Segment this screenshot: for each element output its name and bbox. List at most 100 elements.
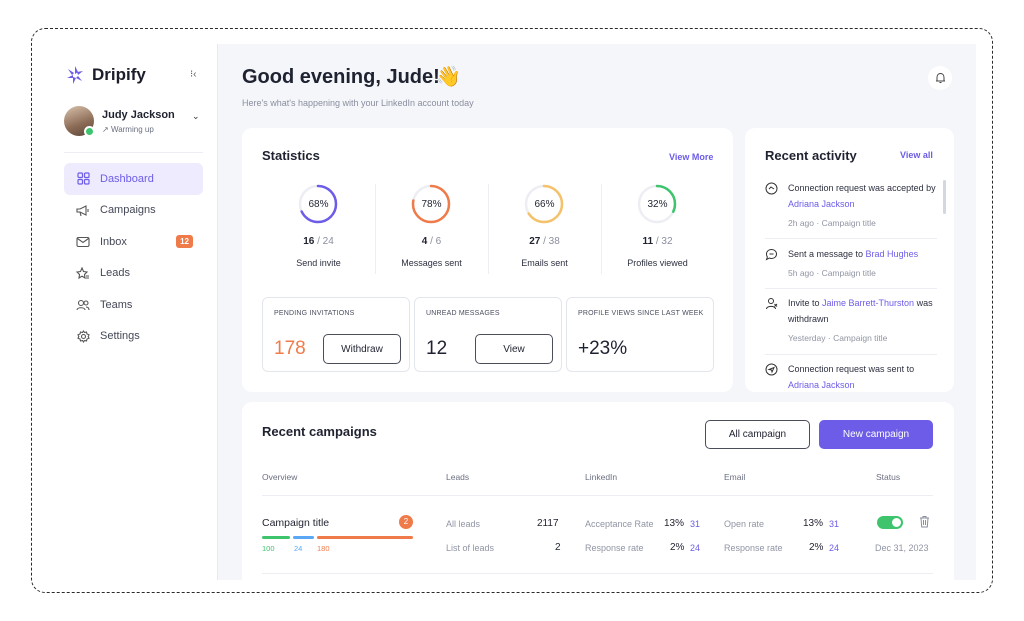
stat-done: 16 bbox=[303, 236, 315, 247]
stat-divider bbox=[375, 184, 376, 274]
activity-contact-link[interactable]: Brad Hughes bbox=[865, 249, 919, 259]
sidebar-item-label: Dashboard bbox=[100, 172, 154, 185]
collapse-sidebar-icon[interactable]: ⁝‹ bbox=[190, 69, 197, 80]
chevron-down-icon[interactable]: ⌄ bbox=[192, 111, 200, 121]
stat-count: 11 / 32 bbox=[601, 236, 714, 247]
activity-message: Connection request was accepted by bbox=[788, 183, 936, 193]
activity-campaign: Campaign title bbox=[821, 268, 876, 278]
send-request-icon bbox=[765, 363, 778, 376]
bar-value-orange: 180 bbox=[317, 544, 330, 553]
all-leads-label: All leads bbox=[446, 519, 481, 529]
app-window: Dripify ⁝‹ Judy Jackson ↗ Warming up ⌄ D… bbox=[48, 44, 976, 580]
view-messages-button[interactable]: View bbox=[475, 334, 553, 364]
sidebar-item-label: Settings bbox=[100, 330, 140, 343]
activity-text: Invite to Jaime Barrett-Thurston was wit… bbox=[788, 295, 938, 327]
view-all-link[interactable]: View all bbox=[900, 150, 933, 160]
row-divider bbox=[262, 573, 933, 574]
sidebar-item-campaigns[interactable]: Campaigns bbox=[64, 195, 203, 227]
brand-name: Dripify bbox=[92, 65, 146, 84]
bar-value-blue: 24 bbox=[294, 544, 303, 553]
activity-time: 5h ago bbox=[788, 268, 814, 278]
progress-ring-fill bbox=[298, 184, 338, 224]
view-more-link[interactable]: View More bbox=[669, 152, 714, 162]
stat-percentage: 66% bbox=[534, 199, 555, 210]
activity-contact-link[interactable]: Adriana Jackson bbox=[788, 380, 855, 390]
progress-ring-fill bbox=[524, 184, 564, 224]
mail-icon bbox=[76, 235, 90, 249]
profile-views-value: +23% bbox=[578, 338, 628, 359]
activity-campaign: Campaign title bbox=[821, 218, 876, 228]
withdraw-button[interactable]: Withdraw bbox=[323, 334, 401, 364]
trend-arrow-icon: ↗ bbox=[102, 125, 109, 134]
open-rate-pct: 13% bbox=[803, 518, 824, 529]
user-remove-icon bbox=[766, 298, 778, 310]
logo[interactable]: Dripify bbox=[64, 64, 146, 86]
handshake-icon bbox=[765, 182, 778, 195]
notifications-button[interactable] bbox=[928, 66, 952, 90]
stat-count: 27 / 38 bbox=[488, 236, 601, 247]
activity-text: Connection request was sent to Adriana J… bbox=[788, 361, 938, 392]
recent-campaigns-title: Recent campaigns bbox=[262, 424, 377, 439]
email-response-rate-count[interactable]: 24 bbox=[829, 543, 840, 553]
stat-done: 27 bbox=[529, 236, 541, 247]
pending-invitations-value: 178 bbox=[274, 338, 306, 359]
campaign-date: Dec 31, 2023 bbox=[875, 543, 929, 553]
activity-meta: 5h ago · Campaign title bbox=[788, 268, 876, 278]
linkedin-response-rate-count[interactable]: 24 bbox=[690, 543, 701, 553]
profile-views-title: PROFILE VIEWS SINCE LAST WEEK bbox=[578, 310, 704, 317]
column-header-overview[interactable]: Overview bbox=[262, 472, 298, 482]
stat-ring-block: 32% 11 / 32 Profiles viewed bbox=[601, 170, 714, 278]
stat-label: Emails sent bbox=[521, 258, 568, 268]
trash-icon[interactable] bbox=[919, 515, 930, 528]
progress-ring bbox=[298, 184, 338, 224]
new-campaign-button[interactable]: New campaign bbox=[819, 420, 933, 449]
stat-total: / 6 bbox=[430, 236, 442, 247]
activity-divider bbox=[765, 238, 937, 239]
column-header-linkedin[interactable]: LinkedIn bbox=[585, 472, 618, 482]
progress-ring-fill bbox=[637, 184, 677, 224]
sidebar-item-teams[interactable]: Teams bbox=[64, 289, 203, 321]
activity-divider bbox=[765, 288, 937, 289]
acceptance-rate-label: Acceptance Rate bbox=[585, 519, 654, 529]
all-campaign-button[interactable]: All campaign bbox=[705, 420, 810, 449]
stat-label: Profiles viewed bbox=[627, 258, 688, 268]
stat-ring-block: 66% 27 / 38 Emails sent bbox=[488, 170, 601, 278]
campaign-name[interactable]: Campaign title bbox=[262, 517, 330, 529]
unread-messages-value: 12 bbox=[426, 338, 448, 359]
activity-scrollbar[interactable] bbox=[943, 180, 946, 214]
stat-divider bbox=[488, 184, 489, 274]
sidebar-item-leads[interactable]: Leads bbox=[64, 258, 203, 290]
acceptance-rate-count[interactable]: 31 bbox=[690, 519, 701, 529]
column-header-email[interactable]: Email bbox=[724, 472, 746, 482]
activity-message: Invite to bbox=[788, 298, 823, 308]
star-list-icon bbox=[76, 266, 90, 280]
activity-message: Connection request was sent to bbox=[788, 364, 915, 374]
campaign-status-toggle[interactable] bbox=[877, 516, 903, 529]
sidebar-item-settings[interactable]: Settings bbox=[64, 321, 203, 353]
sidebar-item-inbox[interactable]: Inbox 12 bbox=[64, 226, 203, 258]
open-rate-count[interactable]: 31 bbox=[829, 519, 840, 529]
linkedin-response-rate-pct: 2% bbox=[670, 542, 685, 553]
stat-percentage: 78% bbox=[421, 199, 442, 210]
stat-percentage: 32% bbox=[647, 199, 668, 210]
sidebar-nav: Dashboard Campaigns Inbox 12 Leads bbox=[64, 163, 203, 352]
column-header-leads[interactable]: Leads bbox=[446, 472, 470, 482]
user-name: Judy Jackson bbox=[102, 109, 175, 121]
waving-hand-icon: 👋 bbox=[436, 66, 461, 88]
progress-bar-blue bbox=[293, 536, 314, 539]
email-response-rate-pct: 2% bbox=[809, 542, 824, 553]
user-menu[interactable]: Judy Jackson ↗ Warming up ⌄ bbox=[64, 106, 204, 140]
activity-contact-link[interactable]: Jaime Barrett-Thurston bbox=[822, 298, 915, 308]
stat-divider bbox=[601, 184, 602, 274]
sidebar-item-dashboard[interactable]: Dashboard bbox=[64, 163, 203, 195]
stat-done: 4 bbox=[421, 236, 428, 247]
progress-ring bbox=[637, 184, 677, 224]
bell-icon bbox=[935, 72, 945, 83]
column-header-status[interactable]: Status bbox=[876, 472, 901, 482]
online-status-dot bbox=[84, 126, 95, 137]
stat-total: / 32 bbox=[655, 236, 673, 247]
users-icon bbox=[76, 298, 90, 312]
recent-activity-card: Recent activity View all Connection requ… bbox=[745, 128, 954, 392]
stat-total: / 24 bbox=[317, 236, 334, 247]
activity-contact-link[interactable]: Adriana Jackson bbox=[788, 199, 855, 209]
